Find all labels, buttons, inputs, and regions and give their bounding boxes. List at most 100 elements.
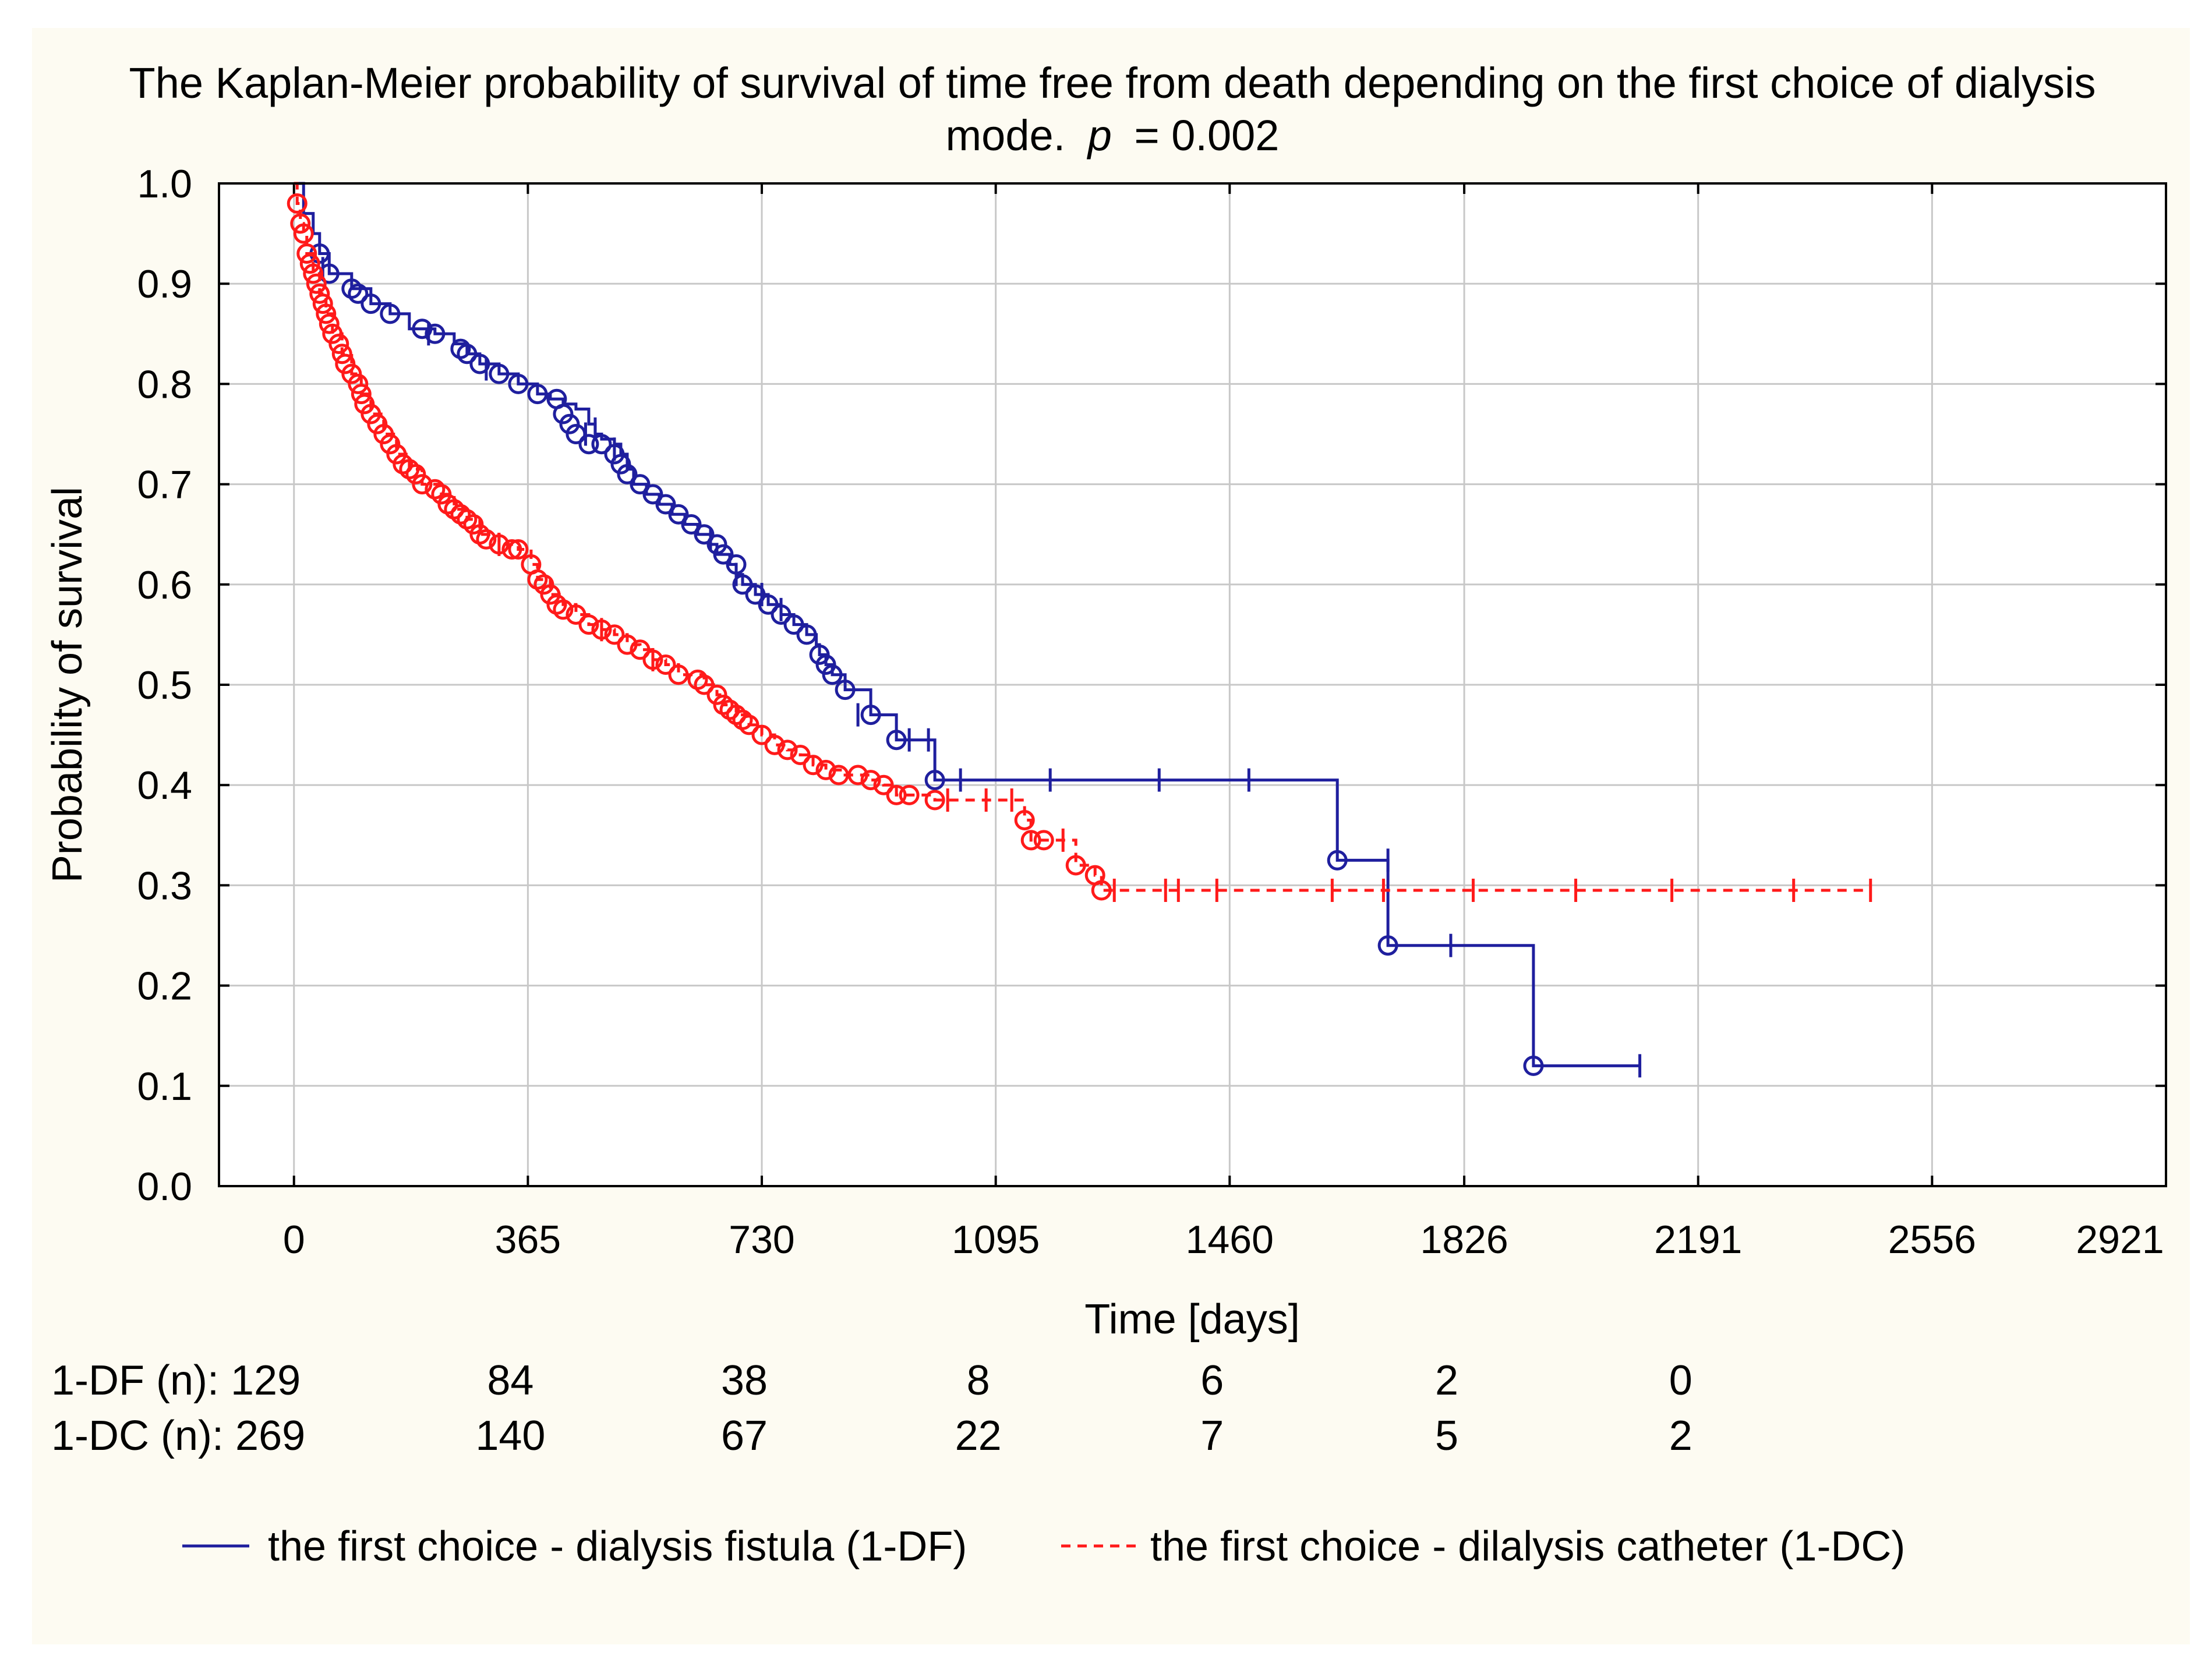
event-marker: [655, 494, 676, 515]
risk-row-label: 1-DC (n): 269: [51, 1413, 305, 1459]
event-marker: [322, 323, 343, 344]
legend: the first choice - dialysis fistula (1-D…: [182, 1523, 1905, 1570]
event-marker: [476, 529, 497, 550]
x-axis-label: Time [days]: [1084, 1296, 1299, 1343]
event-marker: [886, 730, 907, 751]
y-tick-label: 0.2: [137, 964, 192, 1009]
event-marker: [508, 373, 529, 394]
event-marker: [348, 373, 369, 394]
event-marker: [783, 614, 804, 635]
x-tick-label: 1460: [1186, 1218, 1274, 1262]
x-tick-label: 730: [729, 1218, 794, 1262]
event-marker: [706, 534, 727, 555]
event-marker: [316, 303, 337, 324]
risk-count: 2: [1669, 1413, 1692, 1459]
risk-count: 6: [1200, 1357, 1224, 1404]
event-marker: [1091, 880, 1112, 901]
x-tick-label: 2556: [1888, 1218, 1976, 1262]
event-marker: [380, 303, 401, 324]
event-marker: [860, 705, 881, 726]
event-marker: [373, 424, 394, 444]
plot-frame: [218, 182, 2167, 1187]
x-tick-label: 0: [283, 1218, 305, 1262]
event-marker: [847, 765, 868, 785]
event-marker: [899, 784, 920, 805]
risk-count: 140: [475, 1413, 545, 1459]
event-marker: [796, 624, 817, 645]
event-marker: [694, 524, 715, 545]
event-marker: [604, 624, 625, 645]
event-marker: [738, 714, 759, 735]
event-marker: [296, 243, 317, 264]
y-tick-label: 0.1: [137, 1064, 192, 1109]
event-marker: [713, 544, 734, 565]
event-marker: [412, 474, 433, 495]
event-marker: [312, 293, 333, 314]
x-tick-label: 365: [495, 1218, 561, 1262]
event-marker: [706, 684, 727, 705]
event-marker: [293, 223, 314, 244]
event-marker: [306, 273, 327, 294]
event-marker: [354, 394, 375, 415]
event-marker: [822, 664, 843, 685]
event-marker: [815, 759, 836, 780]
event-marker: [290, 213, 311, 234]
event-marker: [489, 363, 510, 384]
event-marker: [732, 574, 753, 595]
event-marker: [331, 344, 352, 365]
y-axis-ticks: 0.0 0.1 0.2 0.3 0.4 0.5 0.6 0.7 0.8 0.9 1.0: [137, 162, 2166, 1209]
risk-count: 7: [1200, 1413, 1224, 1459]
event-marker: [299, 253, 320, 274]
event-marker: [348, 283, 369, 304]
event-marker: [578, 434, 599, 455]
title-p-symbol: p: [1087, 111, 1112, 160]
y-tick-label: 0.8: [137, 362, 192, 406]
event-marker: [758, 594, 779, 615]
event-marker: [1523, 1055, 1544, 1076]
event-marker: [1014, 809, 1035, 830]
event-marker: [457, 344, 478, 365]
survival-curves: [287, 182, 1872, 1078]
x-tick-label: 2191: [1654, 1218, 1742, 1262]
risk-count: 8: [967, 1357, 990, 1404]
event-marker: [777, 739, 798, 760]
event-marker: [924, 770, 945, 791]
event-marker: [431, 484, 452, 505]
event-marker: [335, 353, 356, 374]
risk-count: 38: [721, 1357, 768, 1404]
event-marker: [341, 363, 362, 384]
event-marker: [617, 463, 638, 484]
event-marker: [386, 444, 407, 465]
event-marker: [809, 644, 830, 665]
event-marker: [319, 313, 340, 334]
event-marker: [412, 319, 433, 339]
y-axis-label: Probability of survival: [44, 487, 91, 883]
legend-label-df: the first choice - dialysis fistula (1-D…: [268, 1523, 967, 1570]
event-marker: [617, 634, 638, 655]
event-marker: [668, 504, 689, 525]
risk-count: 2: [1435, 1357, 1458, 1404]
y-tick-label: 0.4: [137, 763, 192, 808]
event-marker: [1033, 830, 1054, 851]
event-marker: [309, 283, 330, 304]
y-tick-label: 0.0: [137, 1165, 192, 1209]
risk-row-label: 1-DF (n): 129: [51, 1357, 301, 1404]
x-tick-label: 2921: [2076, 1218, 2164, 1262]
event-marker: [380, 434, 401, 455]
y-tick-label: 0.5: [137, 663, 192, 707]
y-tick-label: 0.6: [137, 563, 192, 607]
x-tick-label: 1826: [1420, 1218, 1508, 1262]
event-marker: [553, 599, 574, 620]
event-marker: [764, 734, 785, 755]
event-marker: [681, 514, 702, 535]
event-marker: [924, 790, 945, 811]
event-marker: [630, 639, 651, 660]
title-mode-text: mode.: [946, 111, 1066, 160]
x-axis-ticks: 0 365 730 1095 1460 1826 2191 2556 2921: [283, 183, 2167, 1262]
event-marker: [668, 664, 689, 685]
event-marker: [469, 353, 490, 374]
event-marker: [361, 404, 381, 424]
event-marker: [1065, 855, 1086, 876]
y-tick-label: 1.0: [137, 162, 192, 206]
y-tick-label: 0.7: [137, 463, 192, 507]
